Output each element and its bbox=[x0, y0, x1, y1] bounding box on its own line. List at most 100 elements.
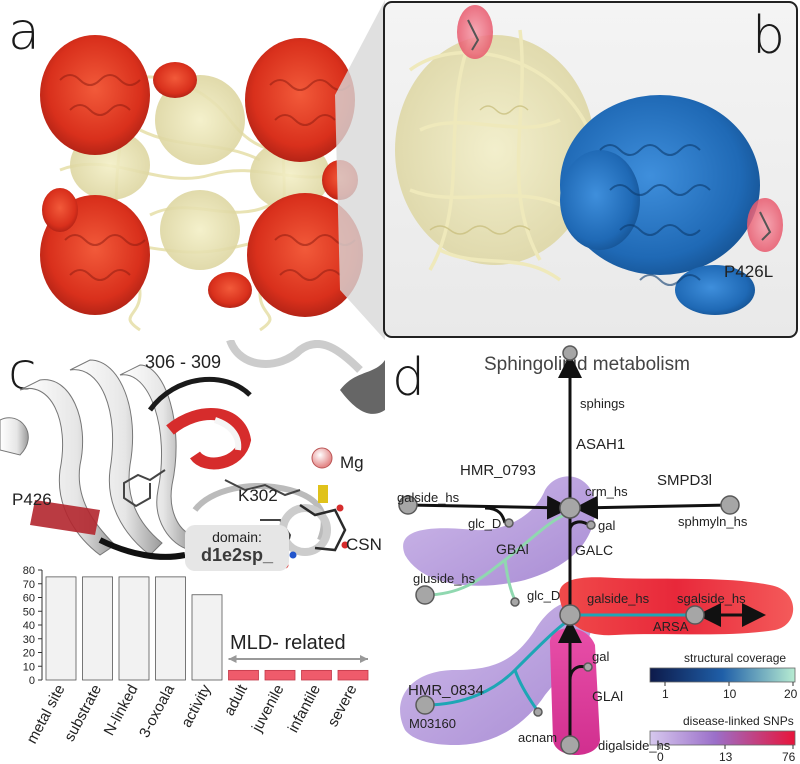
label-gluside-hs: gluside_hs bbox=[413, 571, 476, 586]
x-tick-label: 3-oxoala bbox=[136, 681, 178, 740]
mld-arrow-head-right bbox=[360, 655, 368, 663]
node-sphmyln-hs[interactable] bbox=[720, 495, 740, 515]
label-galside-hs-left: galside_hs bbox=[397, 490, 460, 505]
x-tick-label: activity bbox=[178, 681, 215, 730]
label-acnam: acnam bbox=[518, 730, 558, 745]
y-tick-label: 10 bbox=[23, 661, 35, 673]
label-galc: GALC bbox=[575, 542, 614, 558]
y-tick-label: 20 bbox=[23, 648, 35, 660]
label-galside-hs-mid: galside_hs bbox=[587, 591, 650, 606]
node-galside-hs[interactable] bbox=[398, 495, 418, 515]
label-m03160: M03160 bbox=[409, 716, 456, 731]
bar-n-linked bbox=[118, 576, 150, 681]
node-sphings[interactable] bbox=[562, 345, 578, 361]
csn-label: CSN bbox=[346, 535, 382, 554]
zoom-wedge bbox=[335, 0, 385, 340]
mld-arrow-head-left bbox=[228, 655, 237, 663]
mld-related-label: MLD- related bbox=[230, 632, 346, 654]
legend-snps bbox=[649, 730, 796, 749]
k302-label: K302 bbox=[238, 486, 278, 505]
protein-tetramer bbox=[40, 35, 363, 332]
glal-highlight bbox=[549, 628, 600, 755]
legend-coverage bbox=[649, 667, 796, 686]
bar-severe bbox=[337, 669, 369, 681]
label-arsa: ARSA bbox=[653, 619, 689, 634]
mg-label: Mg bbox=[340, 453, 364, 472]
legend-snps-tick-76: 76 bbox=[782, 750, 796, 764]
legend-snps-title: disease-linked SNPs bbox=[683, 714, 794, 728]
legend-snps-tick-13: 13 bbox=[719, 750, 733, 764]
y-tick-label: 0 bbox=[29, 675, 35, 687]
node-digalside-hs[interactable] bbox=[560, 735, 580, 755]
bar-metal-site bbox=[45, 576, 77, 681]
x-tick-label: juvenile bbox=[248, 682, 287, 736]
y-tick-label: 40 bbox=[23, 620, 35, 632]
node-glc-d-top[interactable] bbox=[504, 518, 514, 528]
label-digalside-hs: digalside_hs bbox=[598, 738, 671, 753]
arsa-highlight bbox=[559, 577, 794, 636]
beta-sheet bbox=[0, 359, 193, 560]
y-tick-label: 60 bbox=[23, 593, 35, 605]
node-sgalside-hs[interactable] bbox=[685, 605, 705, 625]
node-crm-hs[interactable] bbox=[559, 497, 581, 519]
domain-title: domain: bbox=[212, 529, 262, 545]
bar-activity bbox=[191, 594, 223, 681]
node-galside-hs-mid[interactable] bbox=[559, 604, 581, 626]
bar-substrate bbox=[82, 576, 113, 681]
mutation-label-p426l: P426L bbox=[724, 262, 774, 281]
site-highlight-p426l bbox=[747, 198, 783, 252]
bar-3-oxoala bbox=[155, 576, 186, 681]
label-gal-low: gal bbox=[592, 649, 610, 664]
label-gal-top: gal bbox=[598, 518, 616, 533]
panel-a-b-graphics bbox=[40, 0, 798, 340]
label-smpd3l: SMPD3l bbox=[657, 472, 713, 489]
y-tick-label: 50 bbox=[23, 606, 35, 618]
node-gal-low[interactable] bbox=[583, 662, 593, 672]
x-tick-label: infantile bbox=[285, 682, 324, 736]
domain-box: domain: d1e2sp_ bbox=[185, 525, 289, 571]
label-glal: GLAl bbox=[592, 688, 624, 704]
p426-label: P426 bbox=[12, 490, 52, 509]
legend-coverage-tick-1: 1 bbox=[662, 687, 669, 701]
y-tick-label: 80 bbox=[23, 565, 35, 577]
label-sphings: sphings bbox=[580, 396, 625, 411]
label-glc-d-top: glc_D bbox=[468, 516, 502, 531]
domain-value: d1e2sp_ bbox=[200, 545, 274, 565]
label-hmr0793: HMR_0793 bbox=[460, 462, 536, 479]
node-glc-d-mid[interactable] bbox=[510, 597, 520, 607]
residue-range-label: 306 - 309 bbox=[145, 352, 222, 372]
residues-306-309 bbox=[166, 408, 327, 542]
bar-infantile bbox=[301, 669, 332, 681]
x-tick-label: severe bbox=[324, 682, 360, 730]
x-tick-label: N-linked bbox=[101, 682, 142, 739]
node-acnam[interactable] bbox=[533, 707, 543, 717]
panel-c-structure bbox=[0, 340, 385, 569]
panel-a-letter: a bbox=[8, 2, 40, 62]
label-crm-hs: crm_hs bbox=[585, 484, 628, 499]
network-title: Sphingolipid metabolism bbox=[484, 354, 690, 375]
label-asah1: ASAH1 bbox=[576, 436, 626, 453]
protein-dimer bbox=[395, 5, 783, 315]
y-tick-label: 70 bbox=[23, 579, 35, 591]
legend-snps-tick-0: 0 bbox=[657, 750, 664, 764]
residue-arc bbox=[147, 376, 252, 412]
panel-d-letter: d bbox=[392, 348, 426, 408]
hmr0834-highlight bbox=[400, 602, 592, 745]
x-tick-label: adult bbox=[221, 681, 252, 718]
node-gal-top[interactable] bbox=[586, 520, 596, 530]
node-m03160[interactable] bbox=[415, 695, 435, 715]
label-sphmyln-hs: sphmyln_hs bbox=[678, 514, 748, 529]
label-glc-d-mid: glc_D bbox=[527, 588, 561, 603]
p426-site bbox=[30, 500, 100, 535]
node-gluside-hs[interactable] bbox=[415, 585, 435, 605]
legend-coverage-title: structural coverage bbox=[684, 651, 787, 665]
label-gbal: GBAl bbox=[496, 541, 529, 557]
label-sgalside-hs: sgalside_hs bbox=[677, 591, 746, 606]
bar-adult bbox=[228, 669, 259, 681]
csn-ligand bbox=[279, 485, 349, 569]
bar-juvenile bbox=[264, 669, 296, 681]
label-hmr0834: HMR_0834 bbox=[408, 682, 484, 699]
panel-b-letter: b bbox=[752, 6, 786, 66]
legend-coverage-tick-10: 10 bbox=[723, 687, 737, 701]
